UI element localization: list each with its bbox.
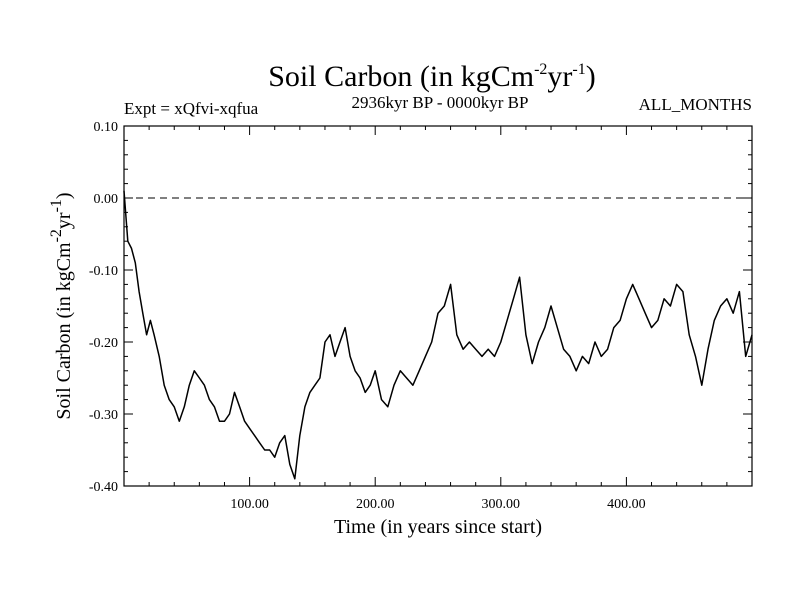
time-range-label: 2936kyr BP - 0000kyr BP <box>352 93 529 112</box>
y-axis-label: Soil Carbon (in kgCm-2yr-1) <box>48 192 75 419</box>
y-tick-label: -0.10 <box>89 264 118 279</box>
chart-title: Soil Carbon (in kgCm-2yr-1) <box>268 60 596 93</box>
y-tick-label: -0.20 <box>89 336 118 351</box>
plot-frame <box>123 125 753 487</box>
data-series <box>123 190 753 480</box>
soil-carbon-series-line <box>123 190 753 480</box>
experiment-label: Expt = xQfvi-xqfua <box>124 99 259 118</box>
y-tick-label: -0.40 <box>89 480 118 495</box>
x-tick-label: 400.00 <box>607 497 646 512</box>
x-tick-label: 300.00 <box>482 497 521 512</box>
axis-ticks <box>124 125 752 487</box>
x-tick-label: 200.00 <box>356 497 395 512</box>
y-tick-label: 0.10 <box>94 120 119 135</box>
x-tick-label: 100.00 <box>230 497 269 512</box>
axis-tick-labels: 0.10 0.00 -0.10 -0.20 -0.30 -0.40 100.00 200.00… <box>89 120 646 512</box>
months-label: ALL_MONTHS <box>639 95 752 114</box>
x-axis-label: Time (in years since start) <box>334 516 542 538</box>
y-tick-label: 0.00 <box>94 192 119 207</box>
y-tick-label: -0.30 <box>89 408 118 423</box>
